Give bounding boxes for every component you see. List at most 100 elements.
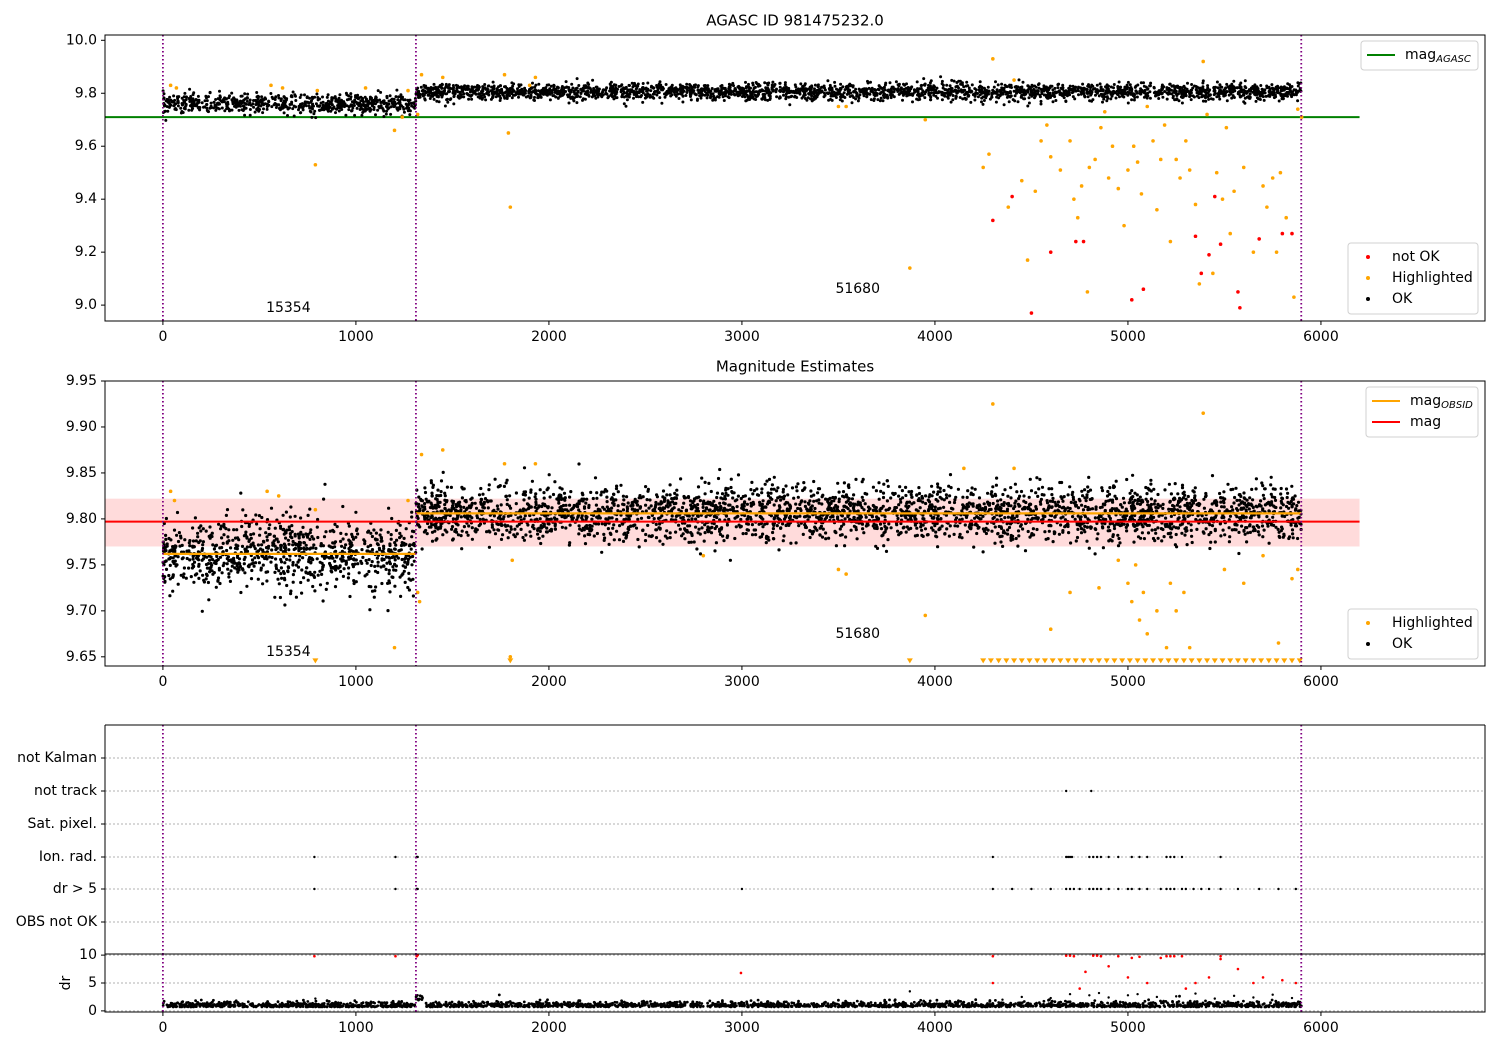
ok-point [326, 93, 330, 97]
ok-point [162, 96, 166, 100]
ok-point [437, 100, 441, 104]
ok-point [981, 102, 985, 106]
ok-point [220, 546, 224, 550]
ok-point [1104, 91, 1108, 95]
ok-point [771, 88, 775, 92]
ok-point [541, 92, 545, 96]
highlighted-point [1087, 165, 1092, 170]
ok-point [552, 84, 556, 88]
ok-point [398, 531, 402, 536]
ok-point [1232, 87, 1236, 91]
ok-point [663, 95, 667, 99]
ok-point [439, 479, 444, 483]
ok-point [804, 87, 808, 91]
ok-point [1276, 91, 1280, 95]
ok-point [517, 95, 520, 99]
ok-point [309, 110, 313, 114]
ok-point [310, 572, 314, 577]
ok-point [1148, 90, 1152, 94]
ok-point [382, 109, 386, 113]
ok-point [1232, 79, 1236, 83]
ok-point [1086, 91, 1090, 95]
ok-point [277, 569, 281, 573]
ok-point [200, 609, 204, 613]
ok-point [419, 85, 423, 89]
ok-point [182, 572, 186, 576]
ok-point [292, 114, 296, 118]
legend-dot-swatch [1366, 255, 1370, 259]
ok-point [331, 106, 335, 110]
legend-dot-swatch [1366, 297, 1370, 301]
ok-point [302, 547, 306, 551]
ok-point [624, 85, 628, 89]
ok-point [665, 89, 669, 93]
ok-point [305, 566, 309, 570]
ok-point [259, 98, 263, 102]
ok-point [1173, 86, 1177, 90]
ok-point [300, 591, 304, 595]
ok-point [548, 87, 552, 91]
ok-point [393, 584, 397, 588]
ok-point [228, 108, 232, 112]
ok-point [941, 86, 945, 90]
ok-point [213, 544, 217, 548]
ok-point [321, 599, 325, 603]
ok-point [240, 524, 244, 529]
ok-point [897, 84, 901, 88]
ok-point [1265, 515, 1269, 519]
ok-point [1126, 80, 1130, 84]
x-tick-label: 0 [158, 329, 167, 345]
ok-point [470, 85, 474, 89]
ok-point [771, 80, 775, 84]
ok-point [389, 537, 393, 541]
ok-point [262, 107, 265, 111]
ok-point [976, 95, 980, 99]
ok-point [334, 549, 338, 554]
ok-point [394, 95, 398, 99]
highlighted-point [908, 266, 912, 270]
ok-point [1292, 93, 1296, 97]
ok-point [1284, 87, 1288, 91]
ok-point [394, 528, 398, 533]
ok-point [1191, 94, 1195, 98]
ok-point [536, 96, 540, 100]
ok-point [612, 538, 616, 542]
ok-point [1206, 86, 1210, 90]
ok-point [858, 93, 862, 97]
ok-point [241, 104, 245, 108]
ok-point [374, 538, 378, 542]
ok-point [622, 102, 626, 106]
ok-point [220, 571, 224, 575]
ok-point [685, 91, 689, 94]
ok-point [406, 557, 410, 562]
ok-point [456, 94, 460, 98]
ok-point [283, 603, 287, 607]
ok-point [356, 562, 360, 566]
ok-point [1040, 485, 1045, 489]
ok-point [489, 89, 493, 93]
ok-point [1222, 88, 1226, 92]
highlighted-point [844, 104, 848, 109]
ok-point [1074, 85, 1078, 89]
ok-point [751, 83, 755, 87]
ok-point [1172, 90, 1176, 94]
ok-point [306, 513, 310, 518]
ok-point [407, 571, 411, 576]
highlighted-point [1019, 178, 1024, 183]
ok-point [917, 486, 921, 490]
ok-point [953, 89, 957, 93]
ok-point [679, 90, 683, 94]
ok-point [430, 91, 434, 95]
ok-point [664, 83, 668, 86]
ok-point [697, 91, 701, 95]
ok-point [342, 567, 346, 571]
ok-point [427, 88, 431, 92]
ok-point [422, 93, 426, 97]
ok-point [1022, 97, 1026, 101]
ok-point [583, 97, 587, 101]
ok-point [191, 539, 196, 543]
ok-point [360, 561, 364, 566]
ok-point [1020, 85, 1024, 89]
ok-point [610, 506, 614, 510]
ok-point [967, 86, 971, 90]
